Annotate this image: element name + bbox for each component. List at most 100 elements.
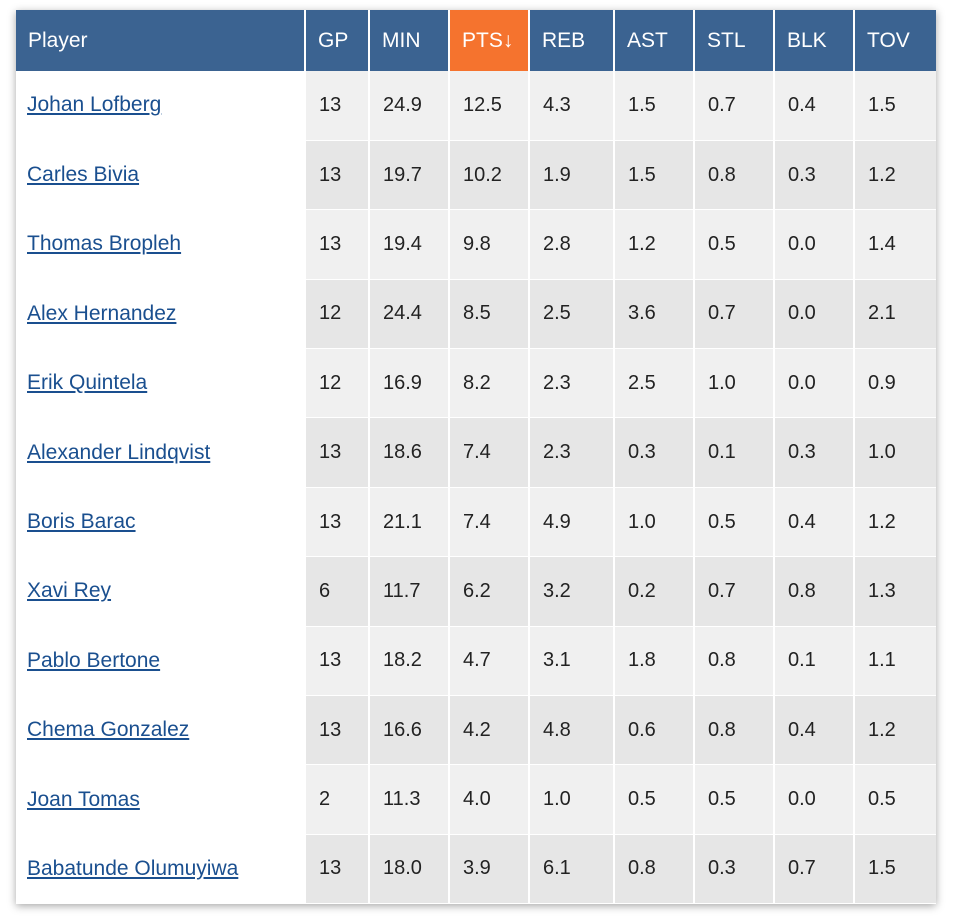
cell-pts: 7.4	[449, 487, 530, 558]
column-header-reb[interactable]: REB	[529, 10, 615, 71]
cell-pts: 4.0	[449, 764, 530, 835]
column-header-ast[interactable]: AST	[614, 10, 695, 71]
cell-stl: 0.8	[694, 695, 775, 766]
player-link[interactable]: Xavi Rey	[27, 579, 112, 603]
cell-ast: 0.2	[614, 556, 695, 627]
player-cell: Pablo Bertone	[16, 626, 306, 697]
cell-reb: 4.8	[529, 695, 615, 766]
player-link[interactable]: Alex Hernandez	[27, 301, 177, 325]
cell-reb: 2.8	[529, 209, 615, 280]
cell-blk: 0.0	[774, 348, 855, 419]
player-link[interactable]: Babatunde Olumuyiwa	[27, 856, 239, 880]
player-link[interactable]: Chema Gonzalez	[27, 718, 190, 742]
cell-tov: 1.3	[854, 556, 936, 627]
table-row: Alex Hernandez 12 24.4 8.5 2.5 3.6 0.7 0.0 2.1	[16, 279, 936, 350]
cell-pts: 3.9	[449, 834, 530, 905]
cell-stl: 1.0	[694, 348, 775, 419]
cell-stl: 0.8	[694, 140, 775, 211]
cell-pts: 9.8	[449, 209, 530, 280]
player-link[interactable]: Alexander Lindqvist	[27, 440, 211, 464]
cell-gp: 13	[305, 487, 370, 558]
table-header-row: Player GP MIN PTS↓ REB AST STL BLK TOV	[16, 10, 936, 71]
cell-blk: 0.3	[774, 140, 855, 211]
cell-blk: 0.4	[774, 695, 855, 766]
cell-stl: 0.7	[694, 279, 775, 350]
cell-tov: 0.9	[854, 348, 936, 419]
column-header-blk[interactable]: BLK	[774, 10, 855, 71]
cell-ast: 1.5	[614, 71, 695, 141]
column-header-min[interactable]: MIN	[369, 10, 450, 71]
cell-tov: 1.1	[854, 626, 936, 697]
cell-gp: 13	[305, 834, 370, 905]
cell-tov: 1.2	[854, 487, 936, 558]
table-row: Joan Tomas 2 11.3 4.0 1.0 0.5 0.5 0.0 0.5	[16, 764, 936, 835]
player-link[interactable]: Boris Barac	[27, 510, 136, 534]
cell-min: 21.1	[369, 487, 450, 558]
cell-tov: 1.2	[854, 695, 936, 766]
table-row: Pablo Bertone 13 18.2 4.7 3.1 1.8 0.8 0.1 1.1	[16, 626, 936, 697]
cell-pts: 8.5	[449, 279, 530, 350]
player-link[interactable]: Thomas Bropleh	[27, 232, 182, 256]
cell-blk: 0.4	[774, 71, 855, 141]
cell-gp: 2	[305, 764, 370, 835]
cell-pts: 6.2	[449, 556, 530, 627]
cell-ast: 2.5	[614, 348, 695, 419]
column-header-stl[interactable]: STL	[694, 10, 775, 71]
cell-gp: 6	[305, 556, 370, 627]
cell-min: 16.9	[369, 348, 450, 419]
cell-reb: 3.2	[529, 556, 615, 627]
cell-blk: 0.7	[774, 834, 855, 905]
cell-min: 19.7	[369, 140, 450, 211]
cell-tov: 1.2	[854, 140, 936, 211]
cell-reb: 6.1	[529, 834, 615, 905]
cell-gp: 13	[305, 626, 370, 697]
cell-min: 11.3	[369, 764, 450, 835]
cell-reb: 4.3	[529, 71, 615, 141]
cell-tov: 1.5	[854, 834, 936, 905]
player-link[interactable]: Joan Tomas	[27, 787, 140, 811]
cell-stl: 0.5	[694, 209, 775, 280]
player-cell: Chema Gonzalez	[16, 695, 306, 766]
cell-ast: 1.5	[614, 140, 695, 211]
cell-tov: 2.1	[854, 279, 936, 350]
cell-pts: 7.4	[449, 417, 530, 488]
cell-min: 19.4	[369, 209, 450, 280]
player-link[interactable]: Erik Quintela	[27, 371, 148, 395]
cell-stl: 0.7	[694, 556, 775, 627]
cell-min: 11.7	[369, 556, 450, 627]
cell-gp: 13	[305, 417, 370, 488]
stats-table-container: Player GP MIN PTS↓ REB AST STL BLK TOV Johan Lof…	[16, 10, 936, 905]
player-link[interactable]: Carles Bivia	[27, 163, 140, 187]
player-cell: Boris Barac	[16, 487, 306, 558]
player-link[interactable]: Pablo Bertone	[27, 648, 161, 672]
cell-tov: 1.4	[854, 209, 936, 280]
player-link[interactable]: Johan Lofberg	[27, 93, 162, 117]
column-header-pts[interactable]: PTS↓	[449, 10, 530, 71]
player-cell: Babatunde Olumuyiwa	[16, 834, 306, 905]
player-cell: Joan Tomas	[16, 764, 306, 835]
cell-gp: 13	[305, 140, 370, 211]
cell-min: 18.2	[369, 626, 450, 697]
table-row: Johan Lofberg 13 24.9 12.5 4.3 1.5 0.7 0.4 1.5	[16, 71, 936, 141]
cell-pts: 8.2	[449, 348, 530, 419]
player-stats-table: Player GP MIN PTS↓ REB AST STL BLK TOV Johan Lof…	[16, 10, 936, 905]
column-header-tov[interactable]: TOV	[854, 10, 936, 71]
cell-min: 18.0	[369, 834, 450, 905]
table-row: Alexander Lindqvist 13 18.6 7.4 2.3 0.3 0.1 0.3…	[16, 417, 936, 488]
cell-min: 18.6	[369, 417, 450, 488]
cell-stl: 0.5	[694, 487, 775, 558]
column-header-gp[interactable]: GP	[305, 10, 370, 71]
cell-ast: 1.2	[614, 209, 695, 280]
cell-blk: 0.8	[774, 556, 855, 627]
player-cell: Alex Hernandez	[16, 279, 306, 350]
cell-min: 24.9	[369, 71, 450, 141]
cell-ast: 0.5	[614, 764, 695, 835]
cell-reb: 2.5	[529, 279, 615, 350]
column-header-player[interactable]: Player	[16, 10, 306, 71]
cell-blk: 0.3	[774, 417, 855, 488]
table-row: Boris Barac 13 21.1 7.4 4.9 1.0 0.5 0.4 1.2	[16, 487, 936, 558]
table-row: Babatunde Olumuyiwa 13 18.0 3.9 6.1 0.8 0.3 0.7…	[16, 834, 936, 905]
cell-blk: 0.0	[774, 764, 855, 835]
table-row: Xavi Rey 6 11.7 6.2 3.2 0.2 0.7 0.8 1.3	[16, 556, 936, 627]
table-row: Carles Bivia 13 19.7 10.2 1.9 1.5 0.8 0.3 1.2	[16, 140, 936, 211]
